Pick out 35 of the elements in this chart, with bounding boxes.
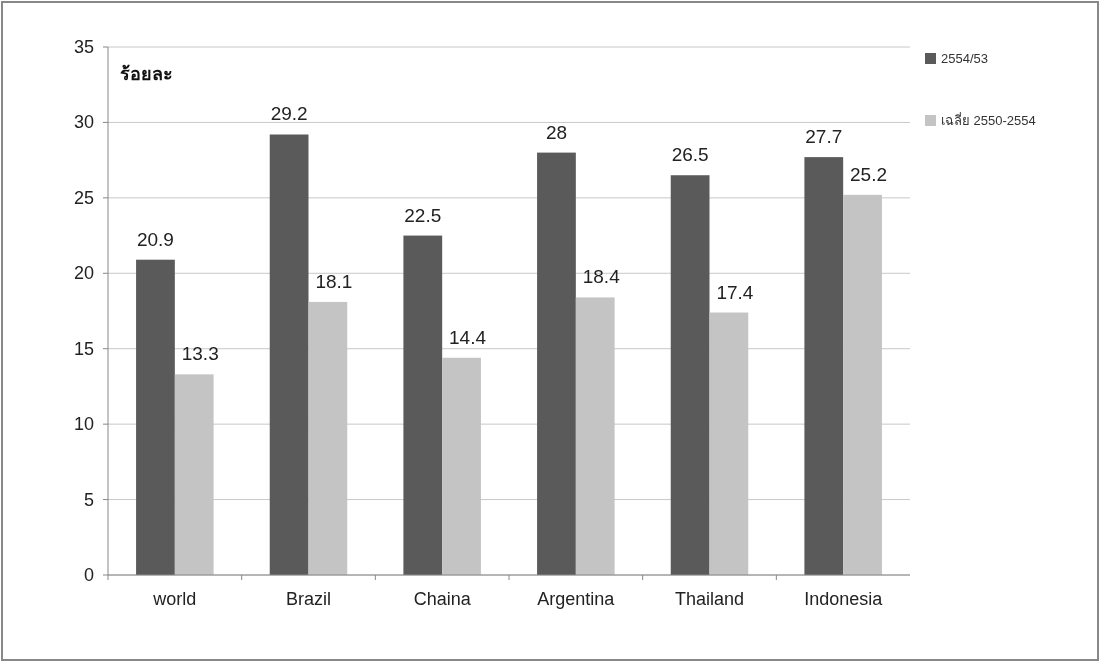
y-tick-label: 35 — [73, 37, 94, 57]
y-tick-label: 25 — [73, 187, 94, 208]
legend-label: 2554/53 — [941, 51, 988, 66]
y-tick-label: 15 — [73, 338, 94, 359]
data-label: 13.3 — [181, 343, 219, 365]
legend-label: เฉลี่ย 2550-2554 — [941, 112, 1036, 128]
y-axis-title: ร้อยละ — [120, 64, 173, 84]
data-label: 26.5 — [671, 144, 709, 166]
bar — [136, 259, 175, 575]
data-label: 14.4 — [449, 326, 487, 348]
x-tick-label: world — [152, 589, 197, 609]
y-tick-label: 5 — [83, 489, 94, 510]
y-tick-label: 0 — [83, 565, 94, 585]
bar — [537, 152, 576, 575]
data-label: 25.2 — [850, 163, 888, 185]
y-tick-label: 10 — [73, 414, 94, 435]
x-tick-label: Chaina — [413, 589, 472, 609]
data-label: 18.1 — [315, 270, 353, 292]
data-label: 17.4 — [716, 281, 754, 303]
bar — [804, 157, 844, 575]
bar — [403, 235, 443, 575]
x-tick-label: Brazil — [285, 589, 332, 609]
bar — [670, 175, 710, 575]
x-tick-label: Argentina — [537, 589, 616, 609]
data-label: 20.9 — [136, 228, 174, 250]
data-label: 29.2 — [270, 103, 308, 125]
data-label: 18.4 — [582, 266, 621, 288]
y-tick-label: 20 — [73, 263, 94, 284]
data-label: 28 — [545, 121, 568, 143]
y-tick-label: 30 — [73, 112, 94, 133]
x-tick-label: Thailand — [674, 589, 745, 609]
data-label: 27.7 — [805, 126, 843, 148]
bar — [269, 134, 309, 575]
data-label: 22.5 — [404, 204, 442, 226]
x-tick-label: Indonesia — [804, 589, 884, 609]
